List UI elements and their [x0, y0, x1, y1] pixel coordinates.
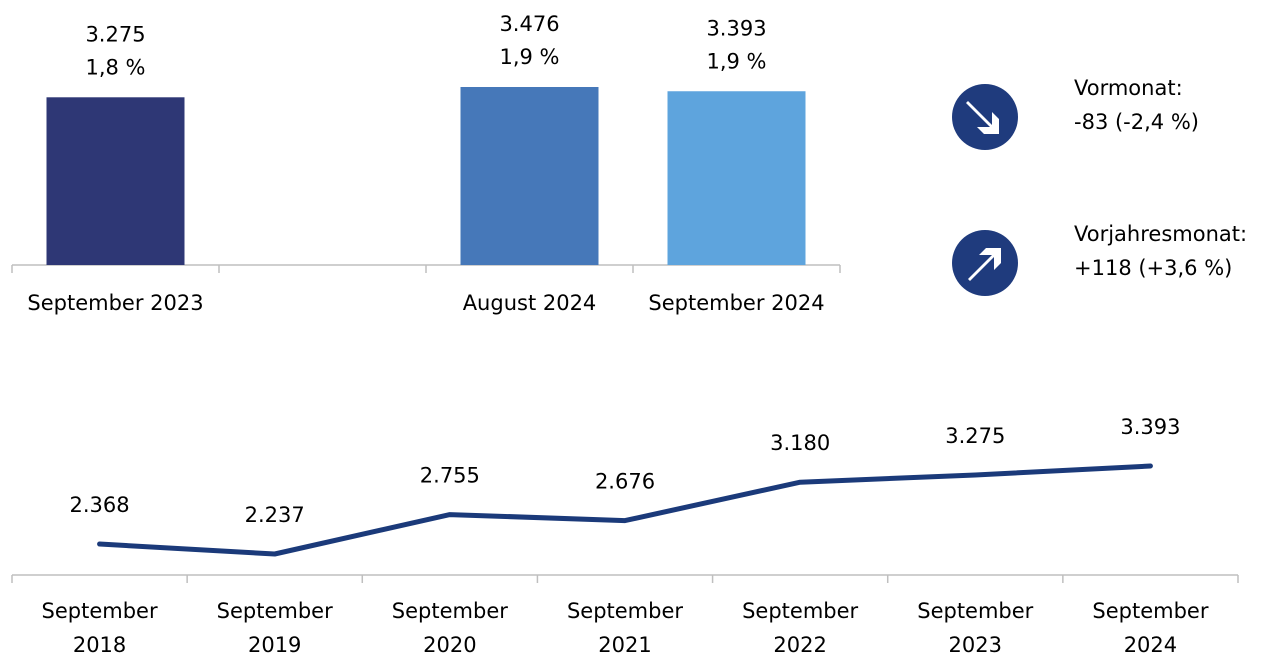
x-tick-label: September 2018 [41, 599, 158, 657]
x-tick-label: September 2023 [917, 599, 1034, 657]
x-tick-label: September 2022 [742, 599, 859, 657]
value-label: 3.476 [499, 12, 559, 36]
value-label: 3.393 [1120, 415, 1180, 439]
indicator-change: +118 (+3,6 %) [1074, 256, 1233, 280]
value-label: 2.237 [245, 503, 305, 527]
x-tick-label: September 2023 [27, 291, 203, 315]
value-label: 3.275 [945, 424, 1005, 448]
x-tick-label: September 2019 [216, 599, 333, 657]
share-label: 1,9 % [706, 49, 766, 73]
indicator-icon [952, 230, 1018, 296]
value-label: 3.393 [706, 16, 766, 40]
indicator-label: Vormonat: [1074, 76, 1183, 100]
indicator-icon [952, 84, 1018, 150]
value-label: 3.275 [85, 22, 145, 46]
x-tick-label: September 2021 [566, 599, 684, 657]
share-label: 1,8 % [85, 55, 145, 79]
indicator-change: -83 (-2,4 %) [1074, 110, 1199, 134]
value-label: 2.676 [595, 470, 655, 494]
value-label: 2.368 [70, 493, 130, 517]
x-tick-label: September 2020 [391, 599, 508, 657]
bar [460, 87, 599, 265]
indicator-label: Vorjahresmonat: [1074, 222, 1248, 246]
x-tick-label: August 2024 [463, 291, 597, 315]
share-label: 1,9 % [499, 45, 559, 69]
value-label: 2.755 [420, 464, 480, 488]
bar [46, 97, 185, 265]
line [97, 463, 1153, 557]
x-tick-label: September 2024 [1092, 599, 1209, 657]
bar [667, 91, 806, 265]
value-label: 3.180 [770, 431, 830, 455]
x-tick-label: September 2024 [648, 291, 824, 315]
